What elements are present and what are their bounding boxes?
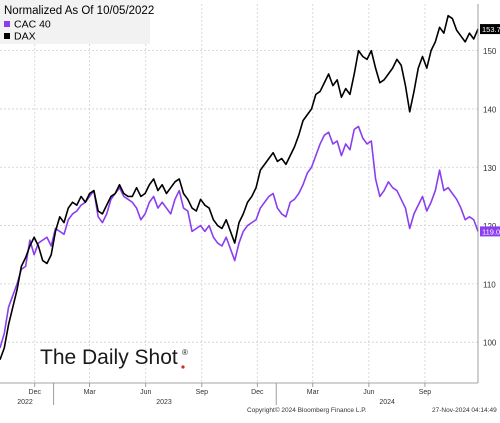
series-layer [0,14,479,360]
legend-swatch-cac40 [4,21,10,27]
x-tick-label: Sep [196,389,209,396]
axis-layer: 100110120130140150DecMarJunSepDecMarJunS… [0,4,500,406]
x-tick-label: Dec [251,389,264,396]
legend-swatch-dax [4,33,10,39]
y-tick-label: 150 [483,47,497,56]
x-tick-label: Sep [419,389,432,396]
year-label: 2022 [17,399,33,406]
legend-label-cac40: CAC 40 [14,19,51,31]
y-tick-label: 110 [483,280,496,289]
legend-label-dax: DAX [14,31,36,43]
last-value-label-cac40: 119.0 [482,227,500,236]
x-tick-label: Mar [307,389,320,396]
watermark-text: The Daily Shot [40,346,178,369]
x-tick-label: Jun [140,389,151,396]
x-tick-label: Mar [84,389,97,396]
footer: Copyright© 2024 Bloomberg Finance L.P. 2… [247,406,497,414]
y-tick-label: 140 [483,105,497,114]
watermark-registered-mark: ® [182,348,188,357]
series-line-dax [0,14,479,360]
series-line-cac40 [0,125,479,349]
year-label: 2023 [156,399,172,406]
copyright-text: Copyright© 2024 Bloomberg Finance L.P. [247,406,367,414]
legend-header: Normalized As Of 10/05/2022 [4,5,154,17]
timestamp-text: 27-Nov-2024 04:14:49 [432,407,497,414]
last-value-tag-dax [480,24,500,35]
last-value-tag-cac40 [480,226,500,237]
year-label: 2024 [379,399,395,406]
watermark: The Daily Shot ® [40,346,188,369]
watermark-dot [181,365,185,369]
x-tick-label: Jun [363,389,374,396]
y-tick-label: 100 [483,339,497,348]
last-value-label-dax: 153.7 [482,25,500,34]
x-tick-label: Dec [29,389,42,396]
legend: Normalized As Of 10/05/2022 CAC 40 DAX [0,0,154,44]
y-tick-label: 130 [483,164,497,173]
legend-background [0,0,150,44]
